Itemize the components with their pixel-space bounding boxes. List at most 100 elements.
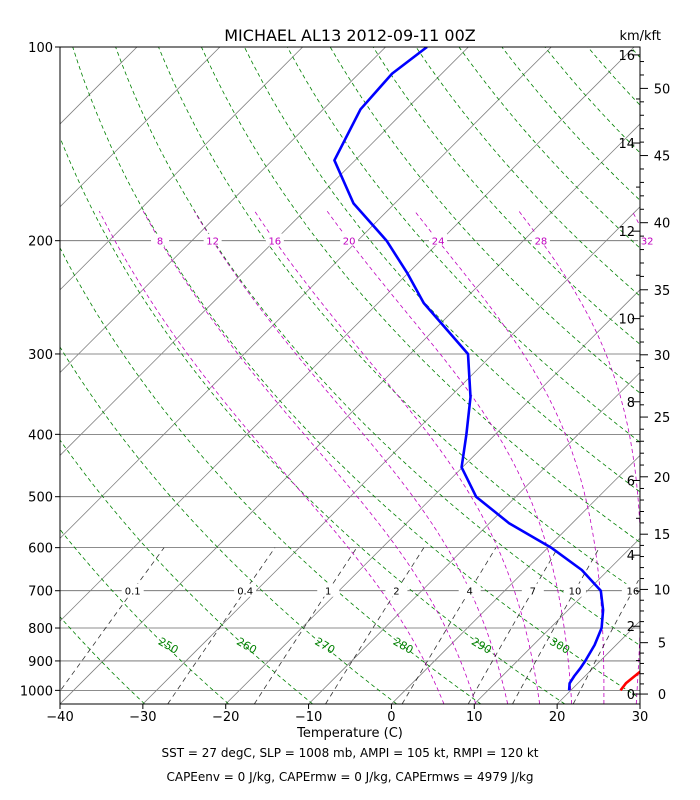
mixing-ratio-label-bg [121, 583, 144, 597]
pressure-tick-label: 100 [28, 41, 53, 56]
dry-adiabat-line [244, 47, 640, 493]
moist-adiabat-label-bg [203, 233, 222, 246]
km-tick-label: 6 [627, 474, 635, 489]
mixing-ratio-line [467, 547, 559, 704]
moist-adiabat-label-bg [638, 233, 657, 246]
moist-adiabat-label: 28 [535, 237, 548, 248]
dewpoint-profile-line [333, 47, 605, 691]
km-tick-label: 16 [618, 49, 635, 64]
moist-adiabat-label-bg [340, 233, 359, 246]
moist-adiabat-label: 32 [641, 237, 654, 248]
kft-tick-label: 50 [654, 82, 671, 97]
mixing-ratio-label: 2 [393, 587, 399, 598]
km-tick-label: 0 [627, 688, 635, 703]
height-units-label: km/kft [619, 29, 661, 44]
isotherm-line [60, 47, 552, 539]
km-tick-label: 14 [618, 137, 635, 152]
dry-adiabat-line [158, 47, 640, 594]
moist-adiabat-label: 12 [206, 237, 219, 248]
moist-adiabat-line [518, 210, 640, 704]
moist-adiabat-label-bg [429, 233, 448, 246]
kft-tick-label: 30 [654, 349, 671, 364]
moist-adiabat-line [142, 211, 477, 704]
pressure-tick-label: 300 [28, 348, 53, 363]
km-tick-label: 4 [627, 549, 635, 564]
moist-adiabat-label-bg [151, 233, 170, 246]
footer-line-1: SST = 27 degC, SLP = 1008 mb, AMPI = 105… [161, 746, 538, 760]
mixing-ratio-label-bg [521, 583, 544, 597]
dry-adiabat-line [60, 246, 482, 704]
axes: −40 −30 −20 −10 0 10 20 30100200300400500600700… [20, 41, 670, 725]
moist-adiabat-line [98, 211, 445, 704]
x-tick-label: 10 [466, 710, 483, 725]
pressure-tick-label: 400 [28, 428, 53, 443]
km-tick-label: 10 [618, 313, 635, 328]
dry-adiabat-line [458, 47, 640, 249]
x-tick-label: −30 [129, 710, 156, 725]
moist-adiabat-line [254, 210, 540, 704]
mixing-ratio-label: 16 [626, 587, 639, 598]
mixing-ratio-label-bg [385, 583, 408, 597]
mixing-ratio-label: 1 [325, 587, 331, 598]
moist-adiabat-label: 24 [432, 237, 445, 248]
kft-tick-label: 25 [654, 411, 671, 426]
mixing-ratio-label: 0.1 [125, 587, 141, 598]
x-tick-label: 0 [387, 710, 395, 725]
x-axis-label: Temperature (C) [296, 726, 403, 741]
chart-title: MICHAEL AL13 2012-09-11 00Z [224, 26, 476, 45]
kft-tick-label: 10 [654, 583, 671, 598]
x-tick-label: −20 [212, 710, 239, 725]
kft-tick-label: 20 [654, 471, 671, 486]
x-tick-label: −10 [295, 710, 322, 725]
isotherm-line [60, 47, 635, 622]
dry-adiabat-line [415, 47, 640, 297]
dry-adiabat-line [72, 47, 640, 699]
mixing-ratio-line [167, 547, 276, 704]
moist-adiabat-label: 8 [157, 237, 163, 248]
isotherm-line [60, 47, 221, 208]
plot-frame [59, 46, 641, 705]
x-tick-label: 20 [549, 710, 566, 725]
isotherm-line [60, 123, 640, 704]
kft-tick-label: 40 [654, 217, 671, 232]
pressure-tick-label: 700 [28, 585, 53, 600]
sounding-profiles [333, 47, 640, 692]
kft-tick-label: 35 [654, 284, 671, 299]
moist-adiabat-label: 20 [343, 237, 356, 248]
kft-tick-label: 15 [654, 528, 671, 543]
kft-tick-label: 5 [658, 637, 666, 652]
moist-adiabat-label: 16 [268, 237, 281, 248]
isotherm-line [60, 47, 469, 456]
pressure-tick-label: 900 [28, 655, 53, 670]
pressure-tick-label: 1000 [20, 684, 53, 699]
mixing-ratio-label-bg [621, 583, 644, 597]
isotherm-line [60, 47, 303, 291]
mixing-ratio-label-bg [317, 583, 340, 597]
moist-adiabat-label-bg [265, 233, 284, 246]
pressure-tick-label: 600 [28, 542, 53, 557]
mixing-ratio-line [325, 547, 425, 704]
pressure-tick-label: 800 [28, 622, 53, 637]
moist-adiabat-line [326, 210, 573, 704]
dry-adiabat-line [60, 346, 397, 704]
dry-adiabat-line [201, 47, 640, 543]
kft-tick-label: 0 [658, 688, 666, 703]
isotherm-line [391, 454, 640, 704]
isotherm-line [308, 372, 640, 704]
km-tick-label: 8 [627, 396, 635, 411]
mixing-ratio-label-bg [563, 583, 586, 597]
mixing-ratio-label: 10 [569, 587, 582, 598]
pressure-tick-label: 200 [28, 235, 53, 250]
mixing-ratio-line [253, 547, 358, 704]
isotherm-line [60, 47, 386, 374]
mixing-ratio-line [401, 547, 497, 704]
mixing-ratio-label-bg [458, 583, 481, 597]
dry-adiabat-line [60, 528, 229, 704]
dry-adiabat-line [60, 136, 566, 704]
moist-adiabat-label-bg [531, 233, 550, 246]
mixing-ratio-label: 0.4 [237, 587, 253, 598]
dry-adiabat-line [60, 439, 313, 704]
kft-tick-label: 45 [654, 150, 671, 165]
moist-adiabat-line [193, 210, 509, 704]
